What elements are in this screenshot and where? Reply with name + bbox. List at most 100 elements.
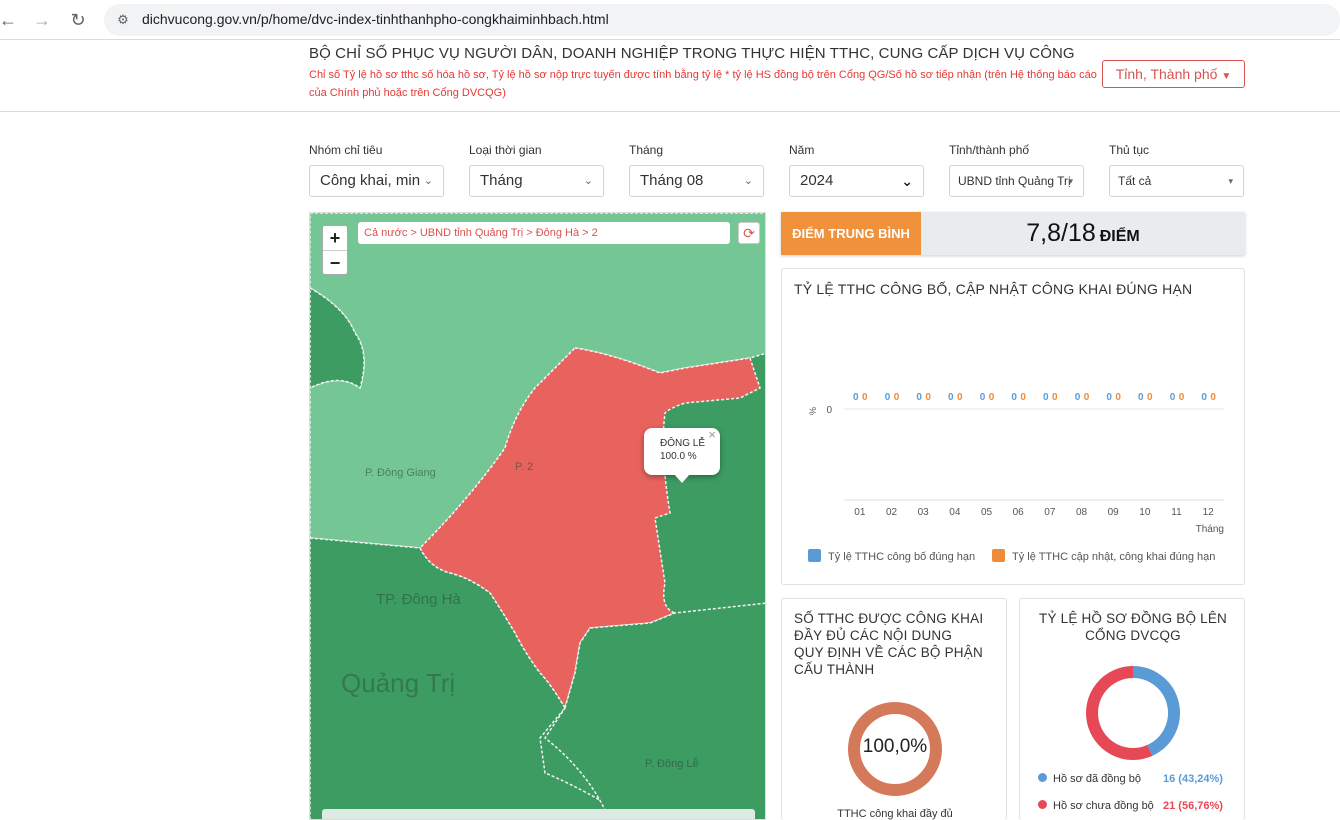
data-label: 0 — [1170, 392, 1176, 403]
pie-legend-item-synced[interactable]: Hồ sơ đã đồng bộ 16 (43,24%) — [1038, 773, 1223, 785]
map-label-tp-dong-ha: TP. Đông Hà — [376, 591, 461, 608]
month-select[interactable]: Tháng 08 ⌄ — [629, 165, 764, 197]
data-label: 0 — [948, 392, 954, 403]
filter-procedure: Thủ tục Tất cả ▾ — [1109, 143, 1244, 197]
x-tick-label: 03 — [918, 507, 930, 518]
page-title: BỘ CHỈ SỐ PHỤC VỤ NGƯỜI DÂN, DOANH NGHIỆ… — [309, 45, 1075, 62]
site-settings-icon[interactable]: ⚙ — [117, 12, 129, 27]
popup-tip — [674, 474, 690, 483]
legend-swatch — [808, 549, 821, 562]
legend-swatch — [1038, 773, 1047, 782]
popup-region-value: 100.0 % — [660, 451, 697, 462]
map-breadcrumb[interactable]: Cả nước > UBND tỉnh Quảng Trị > Đông Hà … — [358, 222, 730, 244]
data-label: 0 — [894, 392, 900, 403]
data-label: 0 — [1011, 392, 1017, 403]
donut-caption: TTHC công khai đầy đủ — [837, 808, 953, 820]
chart-title: TỶ LỆ HỒ SƠ ĐỒNG BỘ LÊN CỔNG DVCQG — [1020, 610, 1244, 644]
zoom-out-button[interactable]: − — [323, 250, 347, 274]
x-tick-label: 01 — [854, 507, 866, 518]
map-canvas[interactable] — [310, 213, 766, 820]
province-dropdown-button[interactable]: Tỉnh, Thành phố ▼ — [1102, 60, 1245, 88]
legend-label: Hồ sơ đã đồng bộ — [1053, 773, 1141, 785]
data-label: 0 — [1075, 392, 1081, 403]
legend-label: Tỷ lệ TTHC cập nhật, công khai đúng hạn — [1012, 551, 1216, 563]
map-west-region[interactable] — [310, 287, 365, 390]
x-tick-label: 10 — [1139, 507, 1151, 518]
legend-item-published[interactable]: Tỷ lệ TTHC công bố đúng hạn — [808, 549, 975, 563]
page-subtitle: Chỉ số Tỷ lệ hồ sơ tthc số hóa hồ sơ, Tỷ… — [309, 69, 1097, 99]
filter-label: Tháng — [629, 143, 664, 157]
donut-slice[interactable] — [1086, 666, 1153, 760]
data-label: 0 — [1179, 392, 1185, 403]
url-text[interactable]: dichvucong.gov.vn/p/home/dvc-index-tinht… — [142, 11, 609, 27]
zoom-in-button[interactable]: + — [329, 228, 341, 248]
caret-down-icon: ▾ — [1068, 176, 1073, 186]
map-selected-region-dong-le[interactable] — [419, 347, 761, 710]
select-value: Tháng — [480, 172, 523, 189]
address-bar[interactable]: ⚙ dichvucong.gov.vn/p/home/dvc-index-tin… — [104, 4, 1340, 36]
back-arrow-icon[interactable]: ← — [0, 10, 17, 30]
time-type-select[interactable]: Tháng ⌄ — [469, 165, 604, 197]
y-axis-label: % — [808, 407, 818, 415]
select-value: Công khai, minh — [320, 172, 429, 189]
map-southeast-region[interactable] — [543, 602, 766, 820]
data-label: 0 — [989, 392, 995, 403]
chevron-down-icon: ⌄ — [901, 173, 913, 189]
browser-toolbar: ← → ↻ ⚙ dichvucong.gov.vn/p/home/dvc-ind… — [0, 0, 1340, 40]
map-label-quang-tri: Quảng Trị — [341, 668, 456, 698]
donut-center-label: 100,0% — [862, 736, 928, 757]
donut-chart — [1086, 666, 1180, 760]
chart-title-text: TỶ LỆ HỒ SƠ ĐỒNG BỘ LÊN CỔNG DVCQG — [1039, 611, 1227, 643]
close-icon[interactable]: × — [708, 427, 716, 442]
map-popup: × ĐÔNG LỄ 100.0 % — [644, 427, 720, 483]
forward-arrow-icon[interactable]: → — [33, 10, 51, 30]
page-header: BỘ CHỈ SỐ PHỤC VỤ NGƯỜI DÂN, DOANH NGHIỆ… — [0, 40, 1340, 112]
data-label: 0 — [1201, 392, 1207, 403]
filter-label: Năm — [789, 143, 815, 157]
average-score-panel: ĐIỂM TRUNG BÌNH 7,8/18 ĐIỂM — [781, 212, 1245, 255]
donut-slice[interactable] — [1132, 666, 1180, 756]
x-tick-label: 12 — [1203, 507, 1215, 518]
filter-year: Năm 2024 ⌄ — [789, 143, 924, 197]
indicator-group-select[interactable]: Công khai, minh ⌄ — [309, 165, 444, 197]
filter-month: Tháng Tháng 08 ⌄ — [629, 143, 764, 197]
refresh-icon[interactable]: ⟳ — [738, 222, 760, 244]
caret-down-icon: ▼ — [1221, 71, 1232, 82]
district-map[interactable]: P. Đông Giang P. 2 TP. Đông Hà Quảng Trị… — [309, 212, 766, 820]
map-label-dong-le: P. Đông Lễ — [645, 758, 699, 770]
map-label-dong-giang: P. Đông Giang — [365, 467, 436, 479]
year-select[interactable]: 2024 ⌄ — [789, 165, 924, 197]
map-bottom-bar — [322, 809, 755, 819]
select-value: UBND tỉnh Quảng Trị — [958, 174, 1071, 188]
x-axis-label: Tháng — [1196, 524, 1224, 535]
reload-icon[interactable]: ↻ — [70, 10, 86, 30]
data-label: 0 — [916, 392, 922, 403]
data-label: 0 — [1020, 392, 1026, 403]
legend-item-updated[interactable]: Tỷ lệ TTHC cập nhật, công khai đúng hạn — [992, 549, 1215, 563]
legend-count: 16 (43,24%) — [1163, 773, 1223, 785]
data-label: 0 — [1106, 392, 1112, 403]
chevron-down-icon: ⌄ — [583, 175, 593, 187]
data-label: 0 — [1115, 392, 1121, 403]
map-label-p2: P. 2 — [515, 461, 534, 473]
zoom-control: + − — [322, 225, 348, 275]
donut-slice[interactable] — [848, 702, 942, 796]
data-label: 0 — [1147, 392, 1153, 403]
chevron-down-icon: ⌄ — [420, 166, 433, 196]
filter-label: Tỉnh/thành phố — [949, 143, 1030, 157]
y-tick-label: 0 — [826, 405, 832, 416]
data-label: 0 — [925, 392, 931, 403]
data-label: 0 — [1210, 392, 1216, 403]
chart-title: SỐ TTHC ĐƯỢC CÔNG KHAI ĐẦY ĐỦ CÁC NỘI DU… — [794, 611, 984, 677]
chart-title: TỶ LỆ TTHC CÔNG BỐ, CẬP NHẬT CÔNG KHAI Đ… — [794, 281, 1193, 297]
data-label: 0 — [957, 392, 963, 403]
x-tick-label: 07 — [1044, 507, 1056, 518]
province-button-label: Tỉnh, Thành phố — [1115, 66, 1218, 82]
map-southwest-region[interactable] — [310, 537, 611, 820]
filter-province: Tỉnh/thành phố UBND tỉnh Quảng Trị ▾ — [949, 143, 1084, 197]
province-select[interactable]: UBND tỉnh Quảng Trị ▾ — [949, 165, 1084, 197]
pie-legend-item-unsynced[interactable]: Hồ sơ chưa đồng bộ 21 (56,76%) — [1038, 800, 1223, 812]
procedure-select[interactable]: Tất cả ▾ — [1109, 165, 1244, 197]
popup-region-name: ĐÔNG LỄ — [660, 438, 706, 449]
